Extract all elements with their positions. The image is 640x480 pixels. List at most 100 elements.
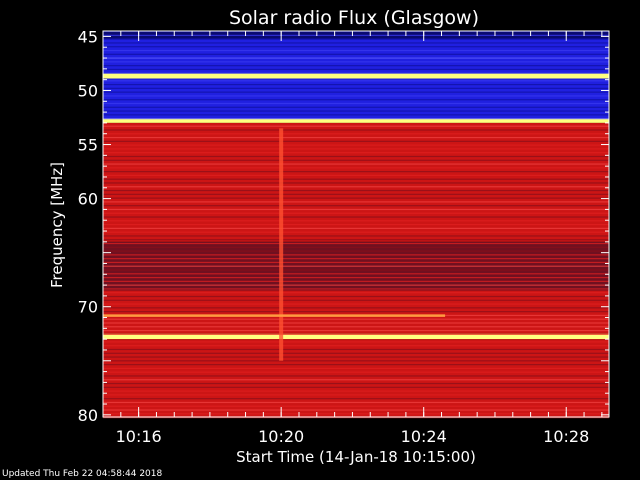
y-tick-label: 80 [78,406,98,425]
spectrum-texture-stripe [103,129,609,131]
interference-line [103,314,446,317]
spectrum-texture-stripe [103,250,609,252]
spectrum-texture-stripe [103,31,609,33]
spectrum-texture-stripe [103,201,609,203]
spectrum-texture-stripe [103,239,609,241]
spectrum-texture-stripe [103,133,609,135]
spectrum-texture-stripe [103,356,609,358]
spectrum-texture-stripe [103,386,609,388]
spectrum-texture-stripe [103,125,609,127]
spectrum-texture-stripe [103,155,609,158]
burst-streak [279,128,284,361]
spectrum-texture-stripe [103,208,609,211]
spectrum-texture-stripe [103,326,609,328]
y-tick-label: 60 [78,190,98,209]
spectrum-texture-stripe [103,61,609,63]
spectrum-texture-stripe [103,276,609,279]
spectrum-texture-stripe [103,258,609,260]
spectrum-texture-stripe [103,205,609,207]
spectrum-texture-stripe [103,159,609,161]
spectrum-texture-stripe [103,280,609,282]
spectrum-band [103,73,609,79]
spectrum-texture-stripe [103,87,609,89]
spectrum-texture-stripe [103,242,609,245]
spectrum-texture-stripe [103,246,609,248]
plot-frame [102,30,610,418]
x-tick-label: 10:20 [258,427,304,446]
spectrum-texture-stripe [103,144,609,146]
spectrum-band [103,118,609,123]
axes: 45 50 55 60 70 80 10:16 10:20 10:24 10:28 [78,27,610,446]
spectrum-texture-stripe [103,53,609,55]
spectrum-texture-stripe [103,220,609,222]
spectrum-texture-stripe [103,269,609,271]
spectrum-texture-stripe [103,118,609,120]
spectrum-band [103,339,609,417]
spectrum-texture-stripe [103,57,609,59]
spectrum-texture-stripe [103,65,609,67]
spectrum-texture-stripe [103,345,609,347]
spectrum-texture-stripe [103,114,609,116]
spectrum-texture-stripe [103,140,609,142]
spectrum-texture-stripe [103,409,609,411]
spectrum-texture-stripe [103,83,609,86]
chart-title: Solar radio Flux (Glasgow) [229,7,479,29]
spectrum-texture-stripe [103,405,609,407]
spectrum-texture-stripe [103,216,609,218]
spectrum-texture-stripe [103,80,609,82]
spectrum-texture-stripe [103,99,609,101]
spectrum-texture-stripe [103,254,609,256]
spectrum-texture-stripe [103,136,609,139]
spectrum-texture-stripe [103,197,609,199]
spectrum-texture-stripe [103,401,609,404]
spectrum-texture-stripe [103,224,609,226]
spectrum-texture-stripe [103,292,609,294]
spectrum-texture-stripe [103,364,609,366]
spectrum-band [103,333,609,340]
spectrum-band [103,78,609,119]
spectrum-texture-stripe [103,322,609,324]
spectrum-texture-stripe [103,171,609,173]
spectrum-texture-stripe [103,265,609,267]
spectrum-texture-stripe [103,288,609,290]
y-axis-label: Frequency [MHz] [48,162,66,288]
spectrum-texture-stripe [103,413,609,415]
x-tick-label: 10:28 [543,427,589,446]
spectrum-texture-stripe [103,68,609,71]
spectrum-texture-stripe [103,42,609,44]
spectrum-texture-stripe [103,227,609,229]
spectrum-texture-stripe [103,152,609,154]
spectrum-texture-stripe [103,303,609,305]
spectrum-texture-stripe [103,189,609,192]
spectrum-texture-stripe [103,390,609,392]
y-tick-label: 50 [78,81,98,100]
y-tick-label: 70 [78,298,98,317]
spectrum-texture-stripe [103,341,609,343]
spectrum-texture-stripe [103,371,609,373]
x-axis-label: Start Time (14-Jan-18 10:15:00) [236,448,476,466]
spectrum-texture-stripe [103,95,609,97]
spectrum-texture-stripe [103,193,609,195]
spectrum-texture-stripe [103,38,609,40]
spectrum-texture-stripe [103,295,609,298]
spectrum-texture-stripe [103,360,609,362]
spectrum-texture-stripe [103,333,609,335]
x-tick-label: 10:24 [401,427,447,446]
spectrum-texture-stripe [103,318,609,320]
spectrum-texture-stripe [103,394,609,396]
spectrum-texture-stripe [103,379,609,381]
spectrum-texture-stripe [103,163,609,165]
spectrum-texture-stripe [103,398,609,400]
spectrum-texture-stripe [103,178,609,180]
spectrum-texture-stripe [103,284,609,286]
spectrum-texture-stripe [103,212,609,214]
y-tick-label: 45 [78,27,98,46]
spectrum-texture-stripe [103,307,609,309]
spectrogram-plot-area [103,31,609,419]
spectrum-texture-stripe [103,91,609,93]
spectrum-texture-stripe [103,182,609,184]
spectrum-texture-stripe [103,329,609,332]
spectrum-texture-stripe [103,299,609,301]
spectrum-texture-stripe [103,367,609,370]
